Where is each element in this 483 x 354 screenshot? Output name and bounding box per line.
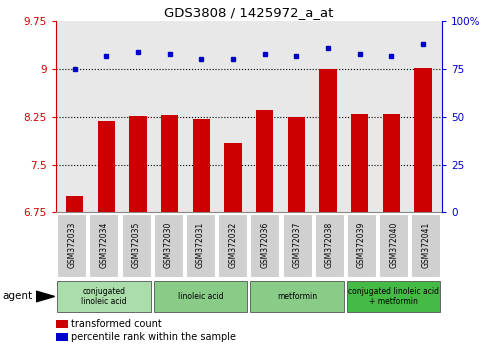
Text: linoleic acid: linoleic acid xyxy=(178,292,223,301)
Text: conjugated linoleic acid
+ metformin: conjugated linoleic acid + metformin xyxy=(348,287,439,306)
Bar xyxy=(283,214,312,276)
Text: GSM372040: GSM372040 xyxy=(389,222,398,268)
Bar xyxy=(129,115,147,212)
Bar xyxy=(57,214,86,276)
Bar xyxy=(287,117,305,212)
Text: GSM372031: GSM372031 xyxy=(196,222,205,268)
Text: GSM372034: GSM372034 xyxy=(99,222,108,268)
Text: GSM372036: GSM372036 xyxy=(260,222,270,268)
Text: GSM372035: GSM372035 xyxy=(131,222,141,268)
Text: GSM372037: GSM372037 xyxy=(293,222,301,268)
Bar xyxy=(414,68,432,212)
Bar xyxy=(224,143,242,212)
Text: percentile rank within the sample: percentile rank within the sample xyxy=(71,332,236,342)
Bar xyxy=(186,214,215,276)
Title: GDS3808 / 1425972_a_at: GDS3808 / 1425972_a_at xyxy=(164,6,333,19)
Text: GSM372041: GSM372041 xyxy=(421,222,430,268)
Bar xyxy=(383,114,400,212)
Bar xyxy=(351,114,369,212)
Bar xyxy=(315,214,344,276)
Bar xyxy=(347,281,440,312)
Bar xyxy=(250,214,279,276)
Bar xyxy=(56,320,68,328)
Bar xyxy=(218,214,247,276)
Text: GSM372030: GSM372030 xyxy=(164,222,173,268)
Text: GSM372038: GSM372038 xyxy=(325,222,334,268)
Text: GSM372039: GSM372039 xyxy=(357,222,366,268)
Bar xyxy=(66,196,83,212)
Bar xyxy=(98,121,115,212)
Bar xyxy=(412,214,440,276)
Text: GSM372033: GSM372033 xyxy=(67,222,76,268)
Bar xyxy=(56,333,68,341)
Bar xyxy=(89,214,118,276)
Bar xyxy=(154,281,247,312)
Text: transformed count: transformed count xyxy=(71,319,162,329)
Text: GSM372032: GSM372032 xyxy=(228,222,237,268)
Text: conjugated
linoleic acid: conjugated linoleic acid xyxy=(81,287,127,306)
Bar xyxy=(154,214,183,276)
Polygon shape xyxy=(36,291,55,302)
Bar xyxy=(250,281,344,312)
Bar xyxy=(347,214,376,276)
Text: agent: agent xyxy=(2,291,32,302)
Text: metformin: metformin xyxy=(277,292,317,301)
Bar xyxy=(379,214,408,276)
Bar xyxy=(193,119,210,212)
Bar xyxy=(161,115,178,212)
Bar xyxy=(319,69,337,212)
Bar xyxy=(57,281,151,312)
Bar xyxy=(256,110,273,212)
Bar xyxy=(122,214,151,276)
